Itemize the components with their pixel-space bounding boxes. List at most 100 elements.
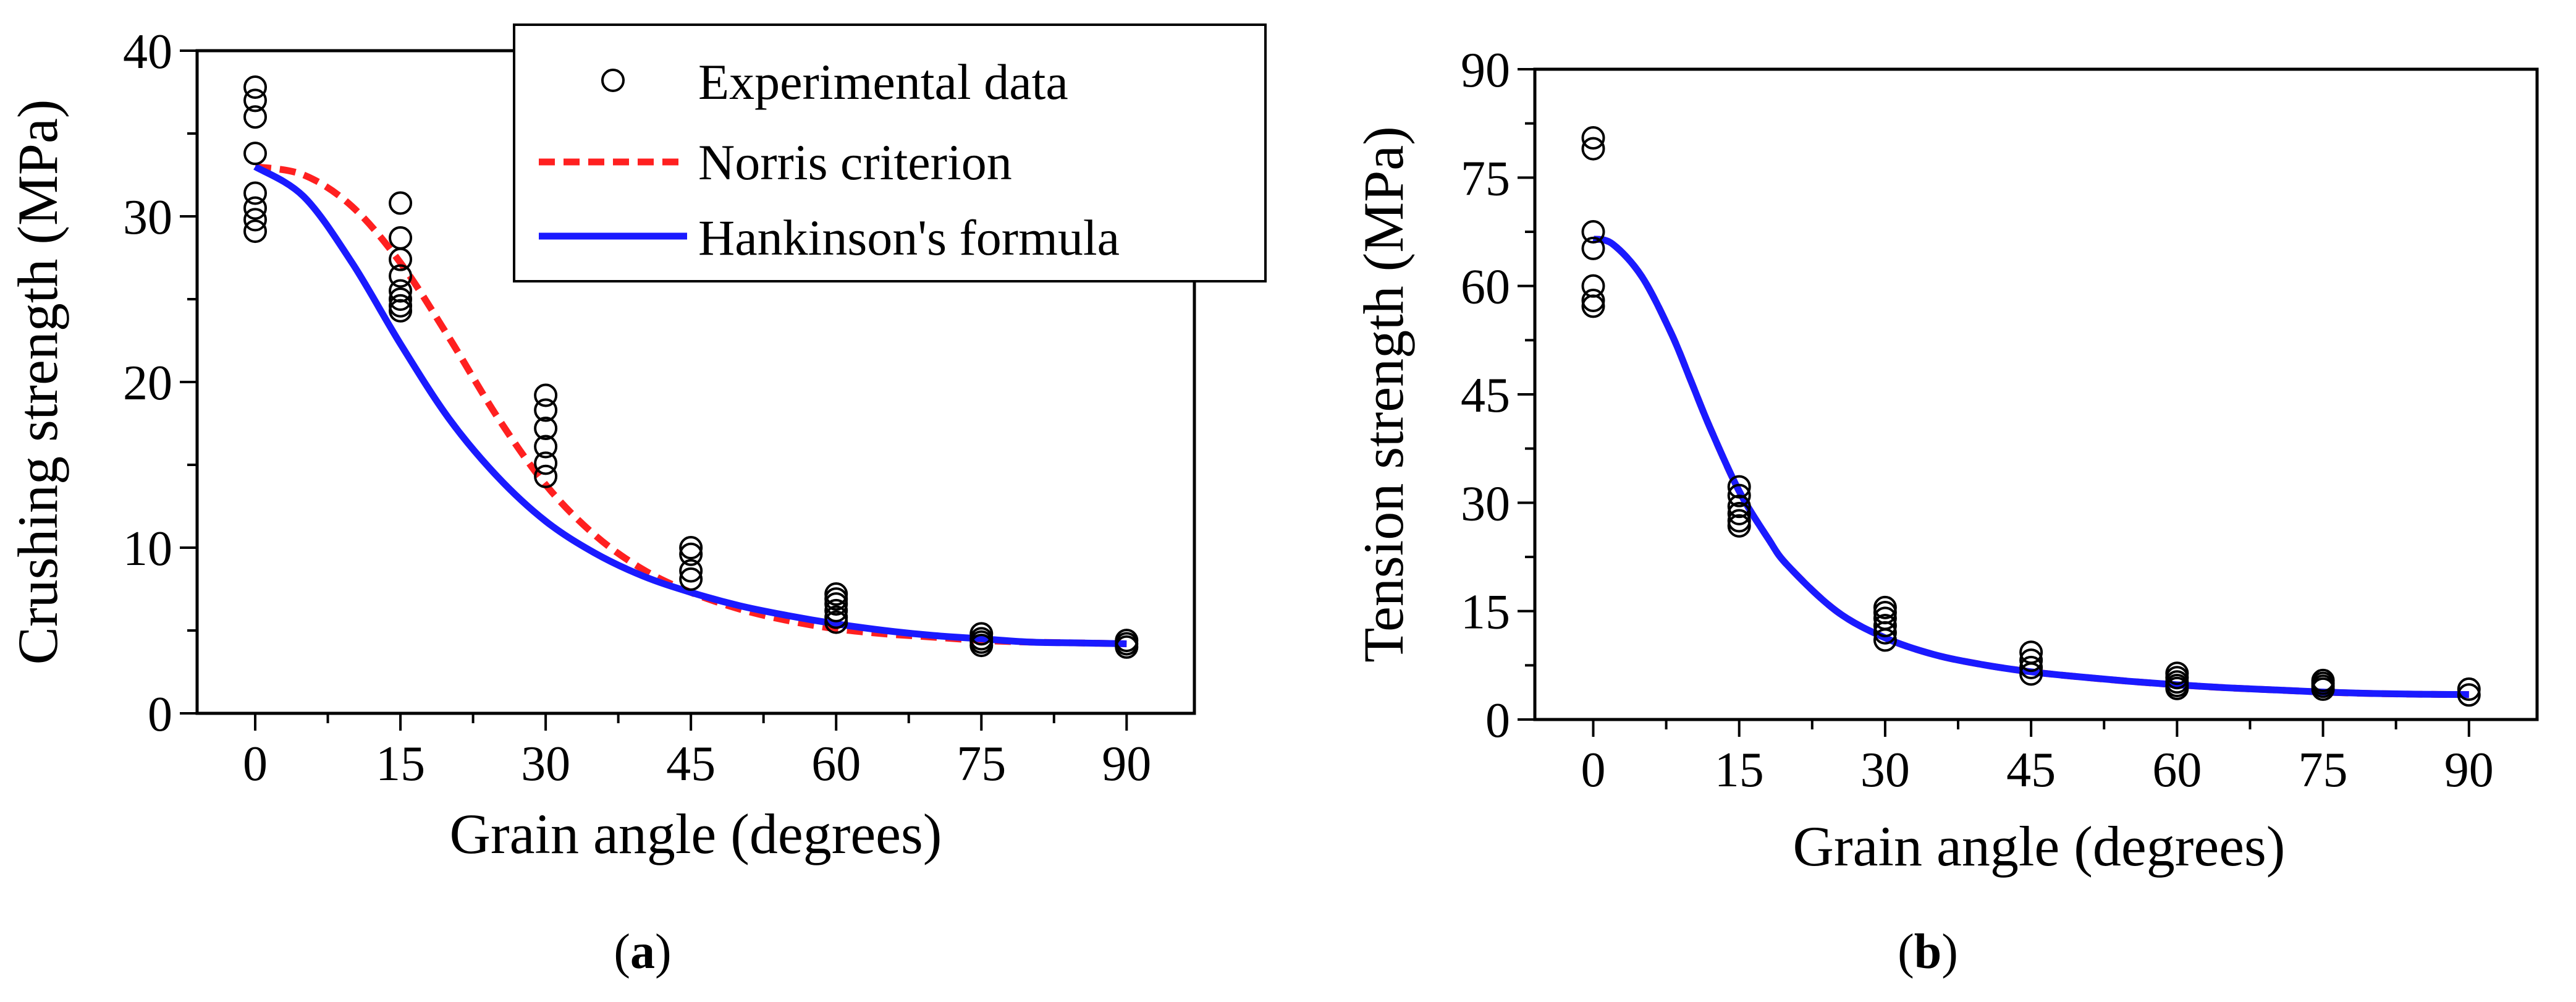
chart-b-data-point [2457, 683, 2481, 707]
chart-b-points [1581, 126, 2481, 707]
chart-b-data-point [1581, 294, 1605, 318]
chart-a-x-tick-label: 45 [666, 737, 716, 791]
chart-a-y-ticks: 0 10 20 30 40 [123, 25, 197, 742]
chart-a-points [243, 75, 1139, 659]
chart-a-data-point [534, 383, 558, 407]
chart-a-data-point [243, 208, 268, 232]
chart-b-x-axis-label: Grain angle (degrees) [1793, 815, 2286, 878]
chart-a-data-point [679, 542, 703, 566]
panel-label-a: (a) [614, 925, 671, 979]
chart-b-data-point [2019, 655, 2043, 679]
chart-a-data-point [389, 191, 413, 215]
chart-b-curves [1592, 236, 2469, 698]
chart-b-y-tick-label: 75 [1461, 151, 1510, 206]
chart-b-data-point [1727, 501, 1751, 525]
chart-b-data-point [1727, 475, 1751, 499]
chart-a-data-point [243, 196, 268, 220]
chart-b-data-point [1873, 621, 1897, 645]
chart-b-data-point [1873, 614, 1897, 638]
chart-b-x-tick-label: 30 [1860, 743, 1910, 797]
legend-marker-experimental-data [601, 69, 625, 92]
legend-label-norris-criterion: Norris criterion [698, 134, 1012, 190]
chart-b-y-tick-label: 30 [1461, 477, 1510, 531]
chart-a-x-axis-label: Grain angle (degrees) [450, 802, 942, 865]
chart-b-data-point [1727, 495, 1751, 519]
legend-label-experimental-data: Experimental data [698, 54, 1068, 110]
chart-b-data-point [1581, 137, 1605, 161]
chart-b-data-point [2165, 676, 2189, 700]
panel-label-b: (b) [1898, 925, 1958, 979]
chart-b-y-ticks: 0 15 30 45 60 75 90 [1461, 43, 1535, 748]
chart-a-data-point [389, 299, 413, 323]
chart-a-x-tick-label: 90 [1102, 737, 1151, 791]
chart-a-x-tick-label: 30 [521, 737, 570, 791]
chart-a-x-tick-label: 60 [811, 737, 861, 791]
chart-a: 0 15 30 45 60 75 90 0 10 20 30 40 Grain angle (deg… [6, 23, 1267, 979]
chart-a-y-axis-label: Crushing strength (MPa) [6, 100, 69, 665]
legend-label-hankinsons-formula: Hankinson's formula [698, 210, 1120, 266]
chart-a-y-tick-label: 0 [148, 687, 172, 742]
chart-a-data-point [389, 287, 413, 311]
chart-a-data-point [243, 181, 268, 205]
chart-b-data-point [1581, 236, 1605, 260]
chart-a-y-tick-label: 10 [123, 522, 172, 576]
chart-a-data-point [243, 219, 268, 244]
chart-a-data-point [679, 536, 703, 559]
chart-a-y-tick-label: 20 [123, 356, 172, 410]
chart-b-x-ticks: 0 15 30 45 60 75 90 [1581, 720, 2494, 797]
chart-a-data-point [243, 105, 268, 129]
chart-a-data-point [389, 226, 413, 250]
chart-a-data-point [243, 88, 268, 113]
chart-b-y-tick-label: 15 [1461, 585, 1510, 640]
panel-letter-b: b [1914, 925, 1942, 979]
chart-a-data-point [534, 435, 558, 459]
chart-a-legend: Experimental data Norris criterion Hanki… [513, 23, 1267, 282]
chart-a-data-point [1115, 635, 1139, 659]
chart-b-x-tick-label: 75 [2299, 743, 2348, 797]
chart-b-y-tick-label: 90 [1461, 43, 1510, 98]
chart-a-data-point [534, 398, 558, 422]
chart-b-data-point [2019, 662, 2043, 686]
chart-b-x-tick-label: 45 [2006, 743, 2056, 797]
chart-a-data-point [243, 75, 268, 99]
chart-b-x-tick-label: 15 [1715, 743, 1764, 797]
panel-letter-a: a [630, 925, 655, 979]
chart-a-data-point [679, 559, 703, 583]
chart-a-x-ticks: 0 15 30 45 60 75 90 [243, 713, 1151, 791]
chart-b-y-axis-label: Tension strength (MPa) [1352, 126, 1415, 662]
chart-a-data-point [824, 610, 848, 634]
chart-a-y-tick-label: 30 [123, 190, 172, 245]
chart-b-data-point [1873, 628, 1897, 652]
chart-a-data-point [389, 264, 413, 288]
chart-b-curve-hankinson-s-formula [1592, 236, 2469, 698]
chart-b-data-point [2457, 677, 2481, 701]
chart-b: 0 15 30 45 60 75 90 0 15 30 45 60 75 90 Grain angle … [1352, 43, 2539, 979]
chart-a-data-point [969, 634, 994, 658]
chart-b-data-point [2019, 648, 2043, 673]
chart-b-data-point [2311, 677, 2335, 701]
chart-a-curve-hankinson-s-formula [253, 163, 1127, 647]
chart-b-data-point [1727, 483, 1751, 507]
chart-a-x-tick-label: 15 [376, 737, 425, 791]
chart-b-data-point [1727, 514, 1751, 538]
chart-b-y-tick-label: 45 [1461, 368, 1510, 423]
chart-a-data-point [679, 567, 703, 591]
chart-b-y-tick-label: 0 [1485, 694, 1510, 748]
chart-b-data-point [1581, 126, 1605, 150]
chart-b-x-tick-label: 90 [2444, 743, 2494, 797]
chart-a-data-point [534, 417, 558, 441]
chart-a-x-tick-label: 75 [956, 737, 1006, 791]
chart-b-data-point [1581, 220, 1605, 244]
chart-b-y-tick-label: 60 [1461, 260, 1510, 315]
chart-a-y-tick-label: 40 [123, 25, 172, 79]
chart-a-data-point [534, 464, 558, 488]
chart-a-data-point [243, 142, 268, 166]
chart-b-frame [1533, 67, 2539, 721]
chart-a-data-point [534, 451, 558, 475]
chart-b-data-point [1581, 289, 1605, 313]
chart-a-data-point [824, 598, 848, 622]
chart-a-data-point [824, 592, 848, 616]
chart-b-x-tick-label: 60 [2152, 743, 2202, 797]
chart-a-data-point [389, 247, 413, 271]
